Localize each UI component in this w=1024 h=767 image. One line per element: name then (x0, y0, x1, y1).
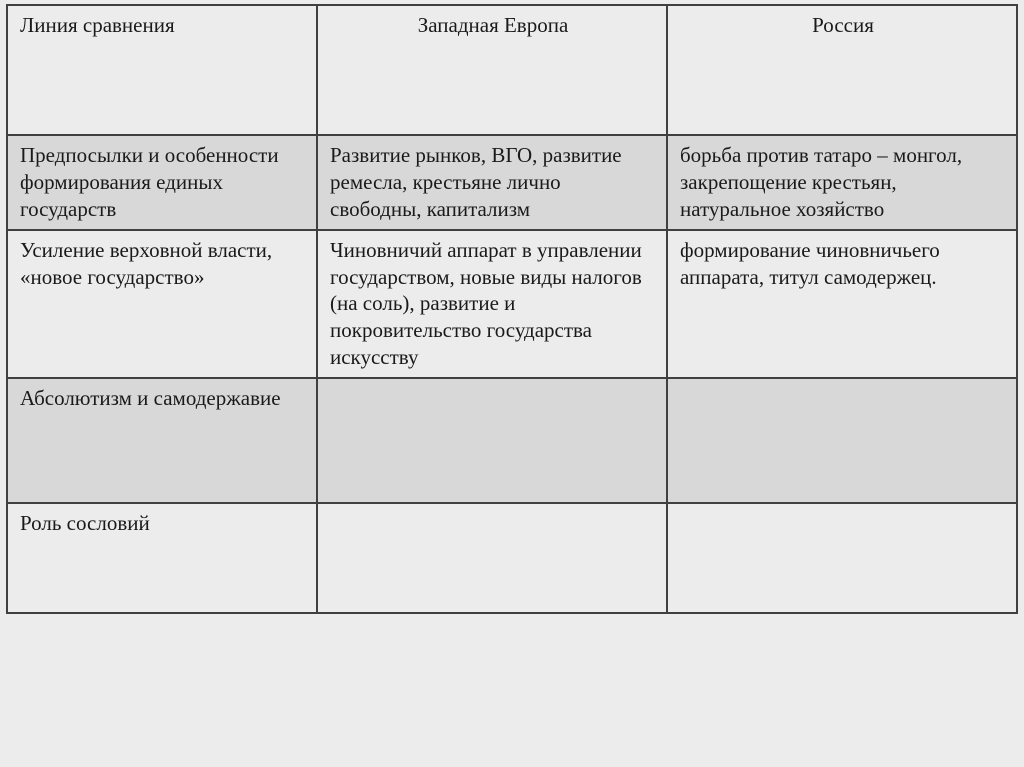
col-header-criterion: Линия сравнения (7, 5, 317, 135)
cell-russia (667, 503, 1017, 613)
table-row: Усиление верховной власти, «новое госуда… (7, 230, 1017, 378)
table-row: Роль сословий (7, 503, 1017, 613)
comparison-table: Линия сравнения Западная Европа Россия П… (6, 4, 1018, 614)
cell-criterion: Предпосылки и особенности формирования е… (7, 135, 317, 230)
col-header-west-europe: Западная Европа (317, 5, 667, 135)
cell-west-europe: Чиновничий аппарат в управлении государс… (317, 230, 667, 378)
table-header-row: Линия сравнения Западная Европа Россия (7, 5, 1017, 135)
col-header-russia: Россия (667, 5, 1017, 135)
cell-criterion: Усиление верховной власти, «новое госуда… (7, 230, 317, 378)
cell-russia (667, 378, 1017, 503)
table-row: Предпосылки и особенности формирования е… (7, 135, 1017, 230)
cell-criterion: Абсолютизм и самодержавие (7, 378, 317, 503)
cell-west-europe (317, 503, 667, 613)
page: Линия сравнения Западная Европа Россия П… (0, 0, 1024, 767)
cell-west-europe (317, 378, 667, 503)
cell-russia: борьба против татаро – монгол, закрепоще… (667, 135, 1017, 230)
cell-criterion: Роль сословий (7, 503, 317, 613)
table-row: Абсолютизм и самодержавие (7, 378, 1017, 503)
cell-west-europe: Развитие рынков, ВГО, развитие ремесла, … (317, 135, 667, 230)
cell-russia: формирование чиновничьего аппарата, титу… (667, 230, 1017, 378)
